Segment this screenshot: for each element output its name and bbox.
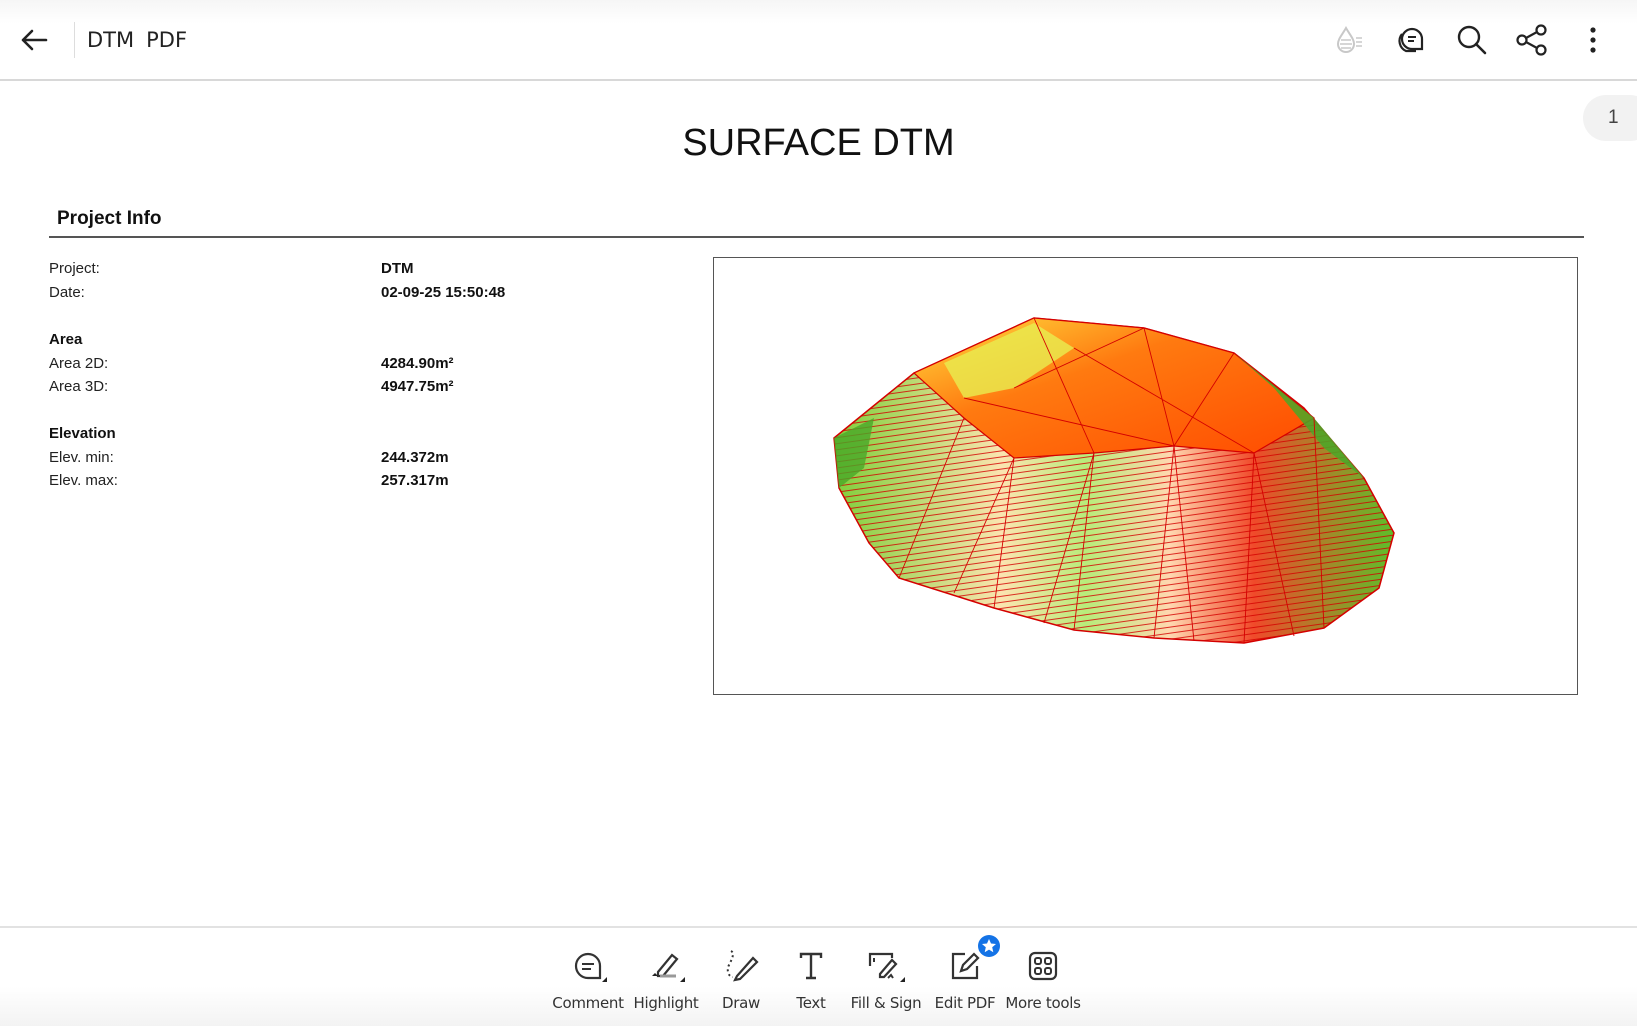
elev-min-value: 244.372m [381, 449, 449, 466]
edit-pdf-icon [951, 952, 980, 980]
text-icon [799, 952, 823, 980]
area-3d-value: 4947.75m² [381, 378, 454, 395]
top-app-bar: DTM PDF [0, 0, 1637, 81]
more-vertical-icon[interactable] [1575, 22, 1611, 58]
date-label: Date: [49, 284, 85, 301]
edit-pdf-tool-button[interactable]: Edit PDF [925, 935, 1005, 1012]
text-tool-button[interactable]: Text [771, 946, 851, 1012]
document-type: PDF [146, 28, 188, 52]
comment-icon [574, 952, 607, 982]
terrain-mesh-render [833, 317, 1395, 644]
comment-tool-button[interactable]: Comment [548, 946, 628, 1012]
highlight-tool-button[interactable]: Highlight [626, 946, 706, 1012]
page-number-indicator: 1 [1583, 95, 1637, 141]
tool-label: Draw [722, 994, 760, 1012]
elev-max-label: Elev. max: [49, 472, 118, 489]
document-name: DTM [87, 28, 135, 52]
divider [74, 22, 75, 58]
bottom-toolbar: Comment Highlight Draw Text Fill & Sign … [0, 926, 1637, 1026]
divider [49, 236, 1584, 238]
elevation-heading: Elevation [49, 425, 116, 442]
liquid-mode-icon[interactable] [1332, 22, 1368, 58]
dtm-surface-image [713, 257, 1578, 695]
more-tools-button[interactable]: More tools [1003, 946, 1083, 1012]
area-3d-label: Area 3D: [49, 378, 109, 395]
more-tools-icon [1028, 951, 1058, 981]
date-value: 02-09-25 15:50:48 [381, 284, 506, 301]
tool-label: More tools [1005, 994, 1081, 1012]
draw-tool-button[interactable]: Draw [701, 946, 781, 1012]
back-arrow-icon[interactable] [16, 22, 52, 58]
highlight-icon [652, 953, 685, 982]
share-icon[interactable] [1514, 22, 1550, 58]
area-2d-value: 4284.90m² [381, 355, 454, 372]
elev-min-label: Elev. min: [49, 449, 114, 466]
area-2d-label: Area 2D: [49, 355, 109, 372]
draw-icon [726, 950, 759, 982]
page-title: SURFACE DTM [682, 122, 955, 164]
comments-icon[interactable] [1392, 22, 1428, 58]
tool-label: Text [796, 994, 826, 1012]
section-heading: Project Info [57, 208, 162, 229]
fill-sign-icon [868, 952, 905, 982]
tool-label: Fill & Sign [850, 994, 922, 1012]
tool-label: Comment [552, 994, 624, 1012]
area-heading: Area [49, 331, 83, 348]
project-label: Project: [49, 260, 100, 277]
fill-sign-tool-button[interactable]: Fill & Sign [846, 946, 926, 1012]
premium-star-badge-icon [978, 935, 1000, 957]
elev-max-value: 257.317m [381, 472, 449, 489]
search-icon[interactable] [1454, 22, 1490, 58]
document-title: DTM PDF [87, 28, 187, 52]
tool-label: Highlight [633, 994, 699, 1012]
project-value: DTM [381, 260, 414, 277]
tool-label: Edit PDF [934, 994, 996, 1012]
